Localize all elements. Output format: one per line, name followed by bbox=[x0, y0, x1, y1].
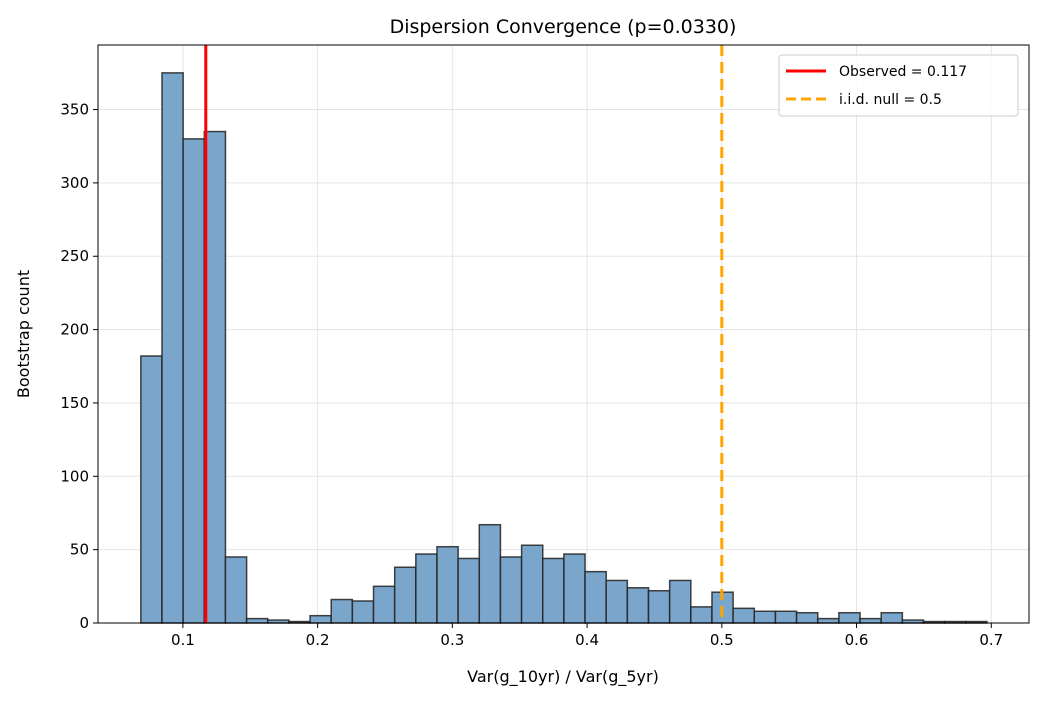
y-tick-label: 250 bbox=[60, 247, 89, 265]
histogram-bar bbox=[224, 556, 248, 624]
y-axis-label: Bootstrap count bbox=[14, 270, 33, 398]
histogram-bar bbox=[584, 570, 607, 624]
histogram-bar bbox=[753, 610, 777, 624]
y-tick-label: 100 bbox=[60, 467, 89, 485]
y-tick-label: 200 bbox=[60, 321, 89, 339]
histogram-bar bbox=[520, 544, 544, 624]
histogram-bar bbox=[457, 557, 481, 624]
histogram-bar bbox=[478, 523, 502, 624]
histogram-bar bbox=[351, 600, 375, 624]
plot-frame bbox=[97, 44, 1030, 624]
histogram-bar bbox=[690, 606, 713, 624]
histogram-bar bbox=[372, 585, 396, 624]
histogram-bar bbox=[140, 355, 163, 624]
legend-box bbox=[778, 54, 1019, 117]
histogram-bar bbox=[330, 598, 354, 624]
y-tick-label: 0 bbox=[79, 614, 89, 632]
histogram-bar bbox=[245, 617, 269, 624]
histogram-bar bbox=[393, 566, 417, 624]
histogram-bar bbox=[436, 545, 459, 624]
y-tick-label: 150 bbox=[60, 394, 89, 412]
legend-null-label: i.i.d. null = 0.5 bbox=[839, 92, 942, 108]
histogram-bar bbox=[880, 611, 904, 624]
histogram-bar bbox=[182, 138, 206, 624]
histogram-bar bbox=[161, 72, 184, 624]
y-tick-label: 50 bbox=[70, 541, 89, 559]
histogram-bar bbox=[732, 607, 756, 624]
x-axis-label: Var(g_10yr) / Var(g_5yr) bbox=[467, 667, 659, 687]
chart-title: Dispersion Convergence (p=0.0330) bbox=[390, 16, 737, 38]
histogram-bar bbox=[626, 587, 650, 624]
histogram-bar bbox=[605, 579, 629, 624]
y-tick-label: 300 bbox=[60, 174, 89, 192]
x-tick-label: 0.6 bbox=[845, 631, 869, 649]
histogram-bar bbox=[838, 611, 861, 624]
x-tick-label: 0.5 bbox=[710, 631, 734, 649]
histogram-bar bbox=[859, 617, 882, 624]
x-tick-label: 0.4 bbox=[575, 631, 599, 649]
histogram-bar bbox=[542, 557, 565, 624]
histogram-bar bbox=[647, 589, 671, 624]
x-tick-label: 0.1 bbox=[171, 631, 195, 649]
histogram-bar bbox=[774, 610, 798, 624]
legend-observed-label: Observed = 0.117 bbox=[839, 64, 967, 80]
x-tick-label: 0.2 bbox=[306, 631, 330, 649]
histogram-bar bbox=[668, 579, 692, 624]
legend: Observed = 0.117 i.i.d. null = 0.5 bbox=[778, 54, 1019, 117]
histogram-bar bbox=[795, 611, 819, 624]
histogram-bar bbox=[203, 130, 227, 624]
x-tick-label: 0.7 bbox=[979, 631, 1003, 649]
histogram-bar bbox=[309, 614, 332, 624]
histogram-bar bbox=[816, 617, 840, 624]
histogram-bar bbox=[563, 553, 586, 624]
histogram-bar bbox=[415, 553, 438, 624]
histogram-bar bbox=[499, 556, 523, 624]
x-tick-label: 0.3 bbox=[440, 631, 464, 649]
y-tick-label: 350 bbox=[60, 101, 89, 119]
